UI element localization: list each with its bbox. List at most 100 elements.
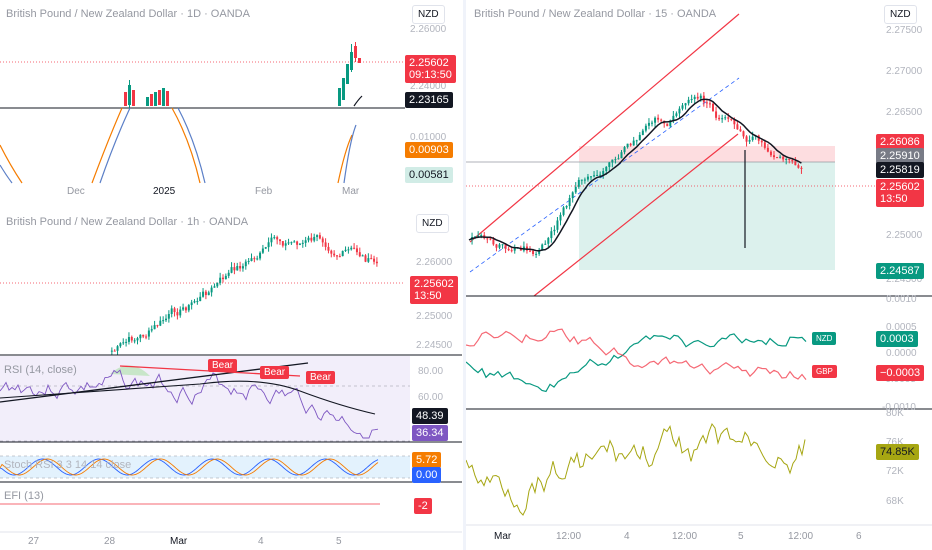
- rsi-tag-black: 48.39: [412, 408, 448, 424]
- pane-divider[interactable]: [463, 0, 466, 550]
- candle-body: [301, 242, 304, 244]
- daily-candles: [124, 42, 361, 108]
- candle-body: [298, 243, 301, 245]
- candle-body: [785, 158, 788, 160]
- candle-body: [165, 318, 167, 321]
- candle-body: [593, 175, 596, 177]
- candle-body: [113, 350, 116, 352]
- candle-body: [355, 248, 358, 253]
- candle-body: [635, 140, 638, 142]
- candle-body: [599, 174, 602, 176]
- candle-body: [769, 151, 772, 156]
- candle-body: [739, 129, 742, 132]
- candle-body: [375, 261, 378, 264]
- candle-body: [718, 117, 721, 120]
- candle-body: [139, 334, 142, 339]
- candle-body: [279, 239, 281, 242]
- hourly-price-value: 2.25602: [414, 278, 454, 290]
- m15-chart-pane[interactable]: British Pound / New Zealand Dollar · 15 …: [466, 0, 932, 550]
- candle-body: [782, 156, 785, 160]
- hourly-price-countdown: 13:50: [414, 290, 442, 302]
- candle-body: [675, 113, 678, 116]
- m15-axis-tick: 2.27500: [886, 25, 923, 36]
- candle-body: [184, 307, 187, 311]
- osc-axis-tick: 0.0005: [886, 322, 917, 333]
- daily-ref-tag: 2.23165: [405, 92, 453, 108]
- bear-label: Bear: [306, 371, 336, 384]
- hourly-candles: [110, 232, 378, 356]
- candle-body: [495, 244, 498, 248]
- daily-axis-tick: 2.26000: [410, 24, 447, 35]
- candle-body: [110, 350, 113, 352]
- candle-body: [602, 170, 605, 175]
- candle-body: [247, 260, 250, 262]
- candle-body: [367, 258, 370, 262]
- vol-axis-tick: 68K: [886, 496, 904, 507]
- hourly-currency-button[interactable]: NZD: [416, 214, 449, 233]
- candle-body: [190, 302, 193, 306]
- m15-axis-tick: 2.24500: [886, 274, 923, 285]
- osc-axis-tick: 0.0010: [886, 294, 917, 305]
- candle-body: [336, 255, 338, 257]
- candle-body: [264, 247, 267, 249]
- candle-body: [654, 117, 657, 123]
- m15-currency-button[interactable]: NZD: [884, 5, 917, 24]
- candle-body: [550, 231, 553, 239]
- stoch-tag-blue: 0.00: [412, 467, 442, 483]
- candle-body: [632, 140, 635, 146]
- candle-body: [361, 255, 364, 257]
- candle-body: [690, 99, 693, 101]
- candle-body: [316, 235, 319, 237]
- m15-time-tick: 4: [624, 531, 630, 542]
- candle-body: [766, 147, 769, 152]
- rsi-tag-purple: 36.34: [412, 425, 448, 441]
- bear-label: Bear: [208, 359, 238, 372]
- candle-body: [313, 236, 316, 241]
- osc-label-gbp: GBP: [812, 365, 837, 378]
- daily-chart-title: British Pound / New Zealand Dollar · 1D …: [6, 8, 250, 20]
- m15-time-tick: 12:00: [788, 531, 814, 542]
- candle-body: [296, 241, 299, 245]
- m15-axis-tick: 2.26500: [886, 107, 923, 118]
- daily-currency-button[interactable]: NZD: [412, 5, 445, 24]
- candle-body: [477, 235, 480, 237]
- m15-time-tick: 5: [738, 531, 744, 542]
- candle-body: [127, 337, 130, 342]
- candle-body: [751, 136, 754, 140]
- candle-body: [708, 103, 711, 105]
- candle-body: [167, 314, 170, 319]
- candle-body: [236, 266, 239, 271]
- m15-price-value: 2.25602: [880, 181, 920, 193]
- candle-body: [216, 282, 219, 287]
- candle-body: [290, 242, 293, 244]
- candle-body: [276, 237, 279, 240]
- candle-body: [222, 277, 224, 280]
- candle-body: [480, 235, 483, 237]
- candle-body: [617, 158, 620, 160]
- m15-time-tick: Mar: [494, 531, 512, 542]
- candle-body: [586, 176, 589, 180]
- candle-body: [173, 308, 176, 313]
- candle-body: [696, 96, 699, 99]
- candle-body: [136, 338, 139, 341]
- hourly-chart-pane[interactable]: British Pound / New Zealand Dollar · 1h …: [0, 206, 462, 550]
- hourly-time-tick: 27: [28, 536, 40, 547]
- osc-tag-red: −0.0003: [876, 365, 925, 381]
- candle-body: [224, 275, 227, 280]
- candle-body: [353, 247, 356, 249]
- candle-body: [620, 152, 623, 159]
- candle-body: [492, 239, 495, 245]
- candle-body: [267, 242, 270, 248]
- candle-body: [119, 343, 122, 347]
- m15-price-countdown: 13:50: [880, 193, 908, 205]
- candle-body: [544, 243, 547, 245]
- hourly-time-tick: Mar: [170, 536, 188, 547]
- candle-body: [748, 139, 751, 142]
- candle-body: [559, 214, 562, 221]
- candle-body: [705, 102, 708, 104]
- m15-axis-tick: 2.27000: [886, 66, 923, 77]
- daily-chart-pane[interactable]: British Pound / New Zealand Dollar · 1D …: [0, 0, 462, 200]
- candle-body: [176, 312, 179, 316]
- efi-tag: -2: [414, 498, 432, 514]
- daily-chart-canvas: [0, 42, 405, 184]
